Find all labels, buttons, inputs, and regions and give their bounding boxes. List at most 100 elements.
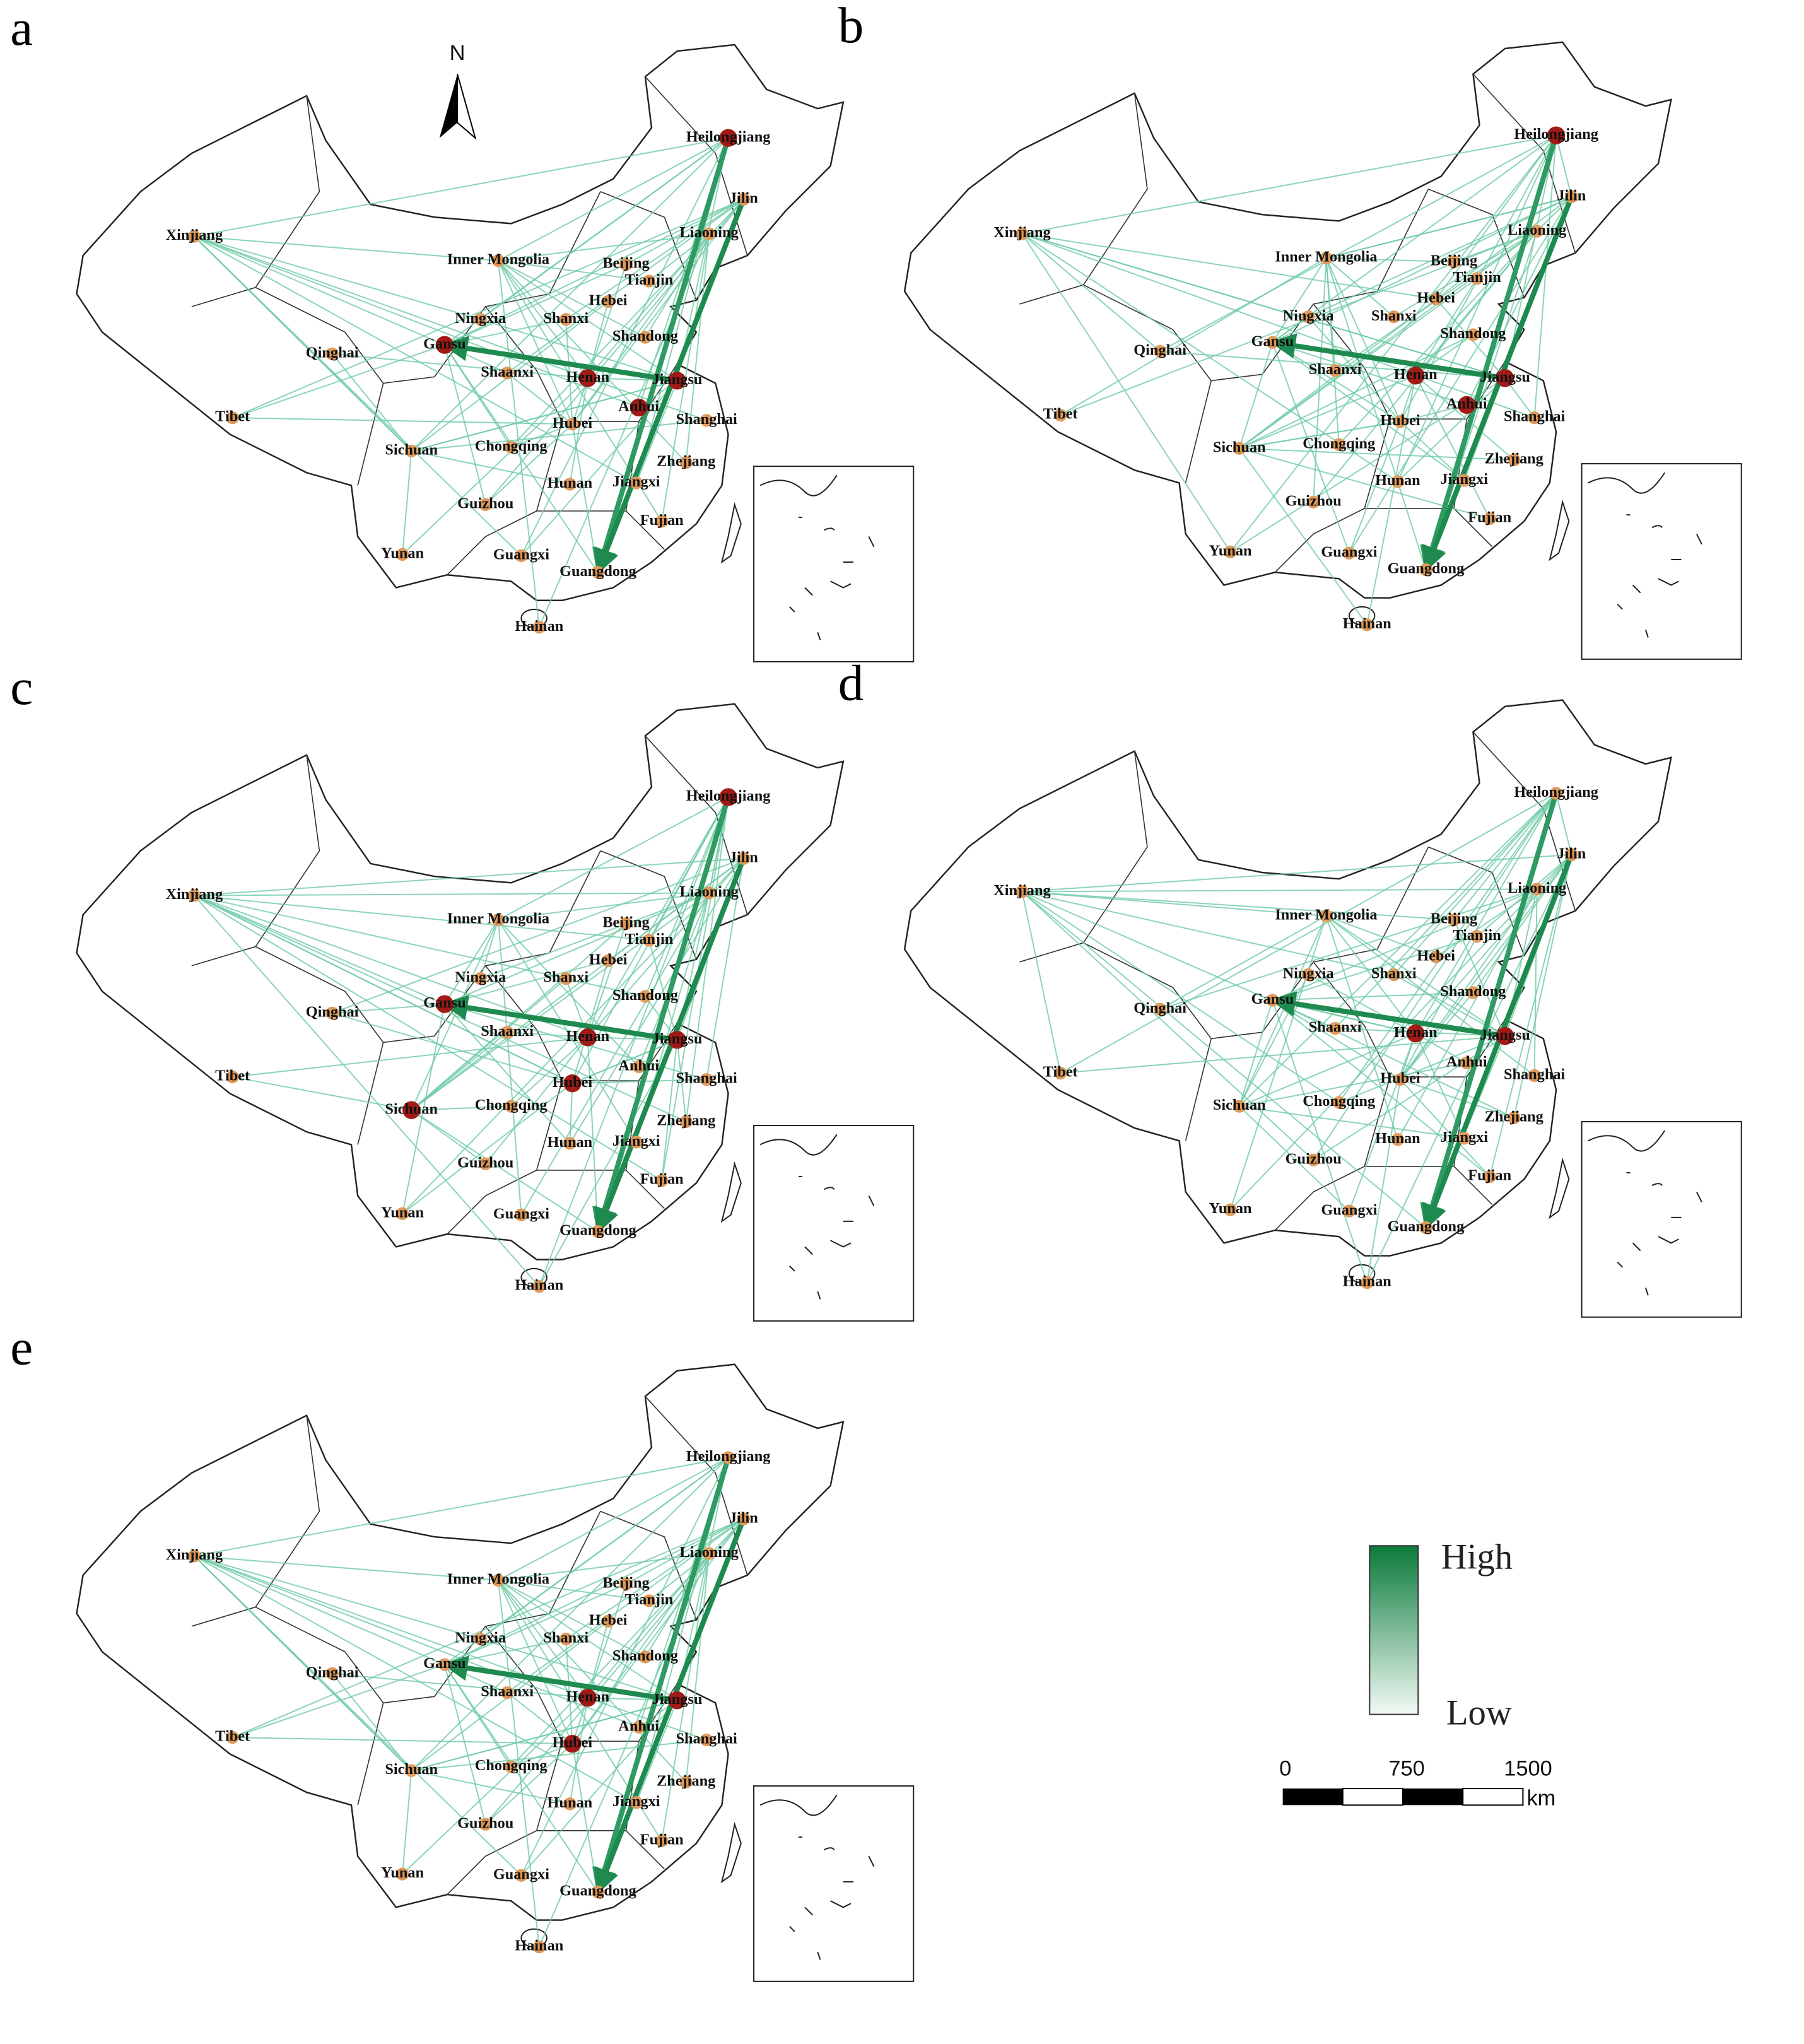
province-label: Heilongjiang	[686, 1448, 771, 1465]
province-label: Gansu	[1251, 332, 1294, 349]
province-node	[474, 1632, 487, 1646]
province-label: Sichuan	[1213, 438, 1266, 455]
province-label: Anhui	[618, 398, 659, 415]
flow-arrow	[400, 1004, 445, 1214]
province-node	[1154, 1002, 1167, 1016]
flow-arrow	[498, 1580, 573, 1745]
panel-letter: c	[10, 659, 33, 715]
province-node	[1307, 1153, 1320, 1166]
panel-letter: e	[10, 1319, 33, 1376]
scale-tick: 0	[1279, 1757, 1291, 1781]
flow-arrow	[1272, 989, 1474, 1001]
province-node	[619, 917, 633, 931]
flow-arrow	[1022, 891, 1455, 923]
province-node	[578, 1028, 597, 1047]
flow-arrow	[411, 450, 571, 486]
province-label: Shanxi	[543, 969, 589, 986]
flow-arrow	[587, 1037, 601, 1233]
province-label: Beijing	[1431, 252, 1477, 269]
province-node	[187, 889, 201, 902]
province-node	[1508, 1111, 1521, 1124]
province-node	[505, 1760, 518, 1773]
flow-arrow	[1348, 421, 1401, 554]
flow-arrow	[411, 379, 678, 452]
province-label: Hunan	[548, 1134, 593, 1151]
province-node	[700, 1073, 713, 1086]
province-label: Jiangsu	[652, 1691, 703, 1708]
province-node	[630, 1136, 643, 1149]
flow-arrow	[1021, 891, 1314, 1161]
province-node	[1361, 1276, 1374, 1289]
province-node	[679, 1115, 693, 1129]
province-node	[1467, 986, 1480, 999]
province-label: Hunan	[548, 1794, 593, 1811]
scale-bar: 0 750 1500 km	[1279, 1757, 1555, 1811]
province-label: Ningxia	[1283, 965, 1334, 982]
province-label: Chongqing	[475, 1757, 548, 1774]
flow-arrow	[498, 260, 646, 338]
province-node	[1547, 126, 1566, 144]
flow-arrow	[479, 318, 677, 382]
flow-arrow	[1415, 278, 1478, 376]
province-node	[1224, 1203, 1237, 1216]
province-node	[591, 1885, 605, 1899]
flow-arrow	[498, 1580, 589, 1699]
province-label: Hainan	[515, 618, 563, 635]
flow-arrow	[1531, 889, 1538, 1077]
province-label: Guizhou	[457, 1154, 513, 1171]
flow-arrow	[1272, 196, 1572, 343]
flow-arrow	[567, 378, 589, 485]
province-label: Jiangsu	[652, 1030, 703, 1047]
province-label: Tianjin	[1453, 927, 1501, 944]
flow-arrow	[444, 919, 499, 1005]
inset-coast	[1588, 1130, 1702, 1296]
flow-arrow	[1272, 341, 1465, 481]
flow-arrow	[444, 1457, 729, 1665]
flow-arrow	[1021, 888, 1537, 895]
flow-arrow	[647, 939, 678, 1040]
flow-arrow	[1400, 1079, 1515, 1119]
flow-arrow	[1338, 230, 1538, 445]
province-label: Guizhou	[457, 495, 513, 512]
flow-arrow	[538, 797, 729, 1288]
flow-arrow	[194, 1555, 522, 1876]
flow-arrow-major	[1420, 134, 1559, 573]
flow-arrow	[498, 1580, 646, 1658]
flow-arrow	[1415, 334, 1474, 377]
province-node	[500, 1026, 514, 1039]
province-node	[1483, 512, 1496, 526]
province-node	[1016, 227, 1029, 240]
flow-arrow	[566, 1083, 573, 1144]
province-label: Guangdong	[559, 1882, 636, 1900]
flow-arrow	[572, 1076, 708, 1084]
inset-box	[753, 466, 915, 662]
flow-arrow	[1060, 792, 1557, 1074]
province-node	[1387, 968, 1400, 982]
flow-arrow	[444, 1664, 599, 1893]
flow-arrow	[587, 377, 708, 421]
province-node	[435, 336, 454, 354]
province-label: Heilongjiang	[1514, 126, 1598, 143]
province-node	[1361, 618, 1374, 631]
province-node	[515, 1208, 528, 1221]
province-node	[563, 1074, 582, 1093]
flow-arrow	[498, 1580, 678, 1701]
province-node	[505, 440, 518, 454]
flow-arrow	[1229, 135, 1557, 553]
province-node	[632, 1060, 645, 1073]
province-label: Jilin	[729, 1509, 758, 1526]
province-label: Liaoning	[680, 224, 739, 241]
flow-arrow	[676, 137, 730, 381]
province-label: Guangdong	[1388, 560, 1465, 577]
map-panel: Heilongjiang Jilin Liaoning Xinjiang Inner M…	[838, 655, 1742, 1318]
flow-arrow	[399, 1770, 413, 1875]
province-node	[1467, 328, 1480, 341]
flow-arrow	[444, 344, 599, 573]
province-label: Shanxi	[1371, 307, 1417, 324]
legend-high: High	[1441, 1537, 1513, 1577]
flow-arrow	[194, 235, 637, 484]
flow-arrow	[510, 423, 573, 449]
province-label: Guangxi	[1321, 1201, 1377, 1218]
flow-arrow	[411, 857, 744, 1111]
flow-arrow	[331, 1003, 445, 1016]
